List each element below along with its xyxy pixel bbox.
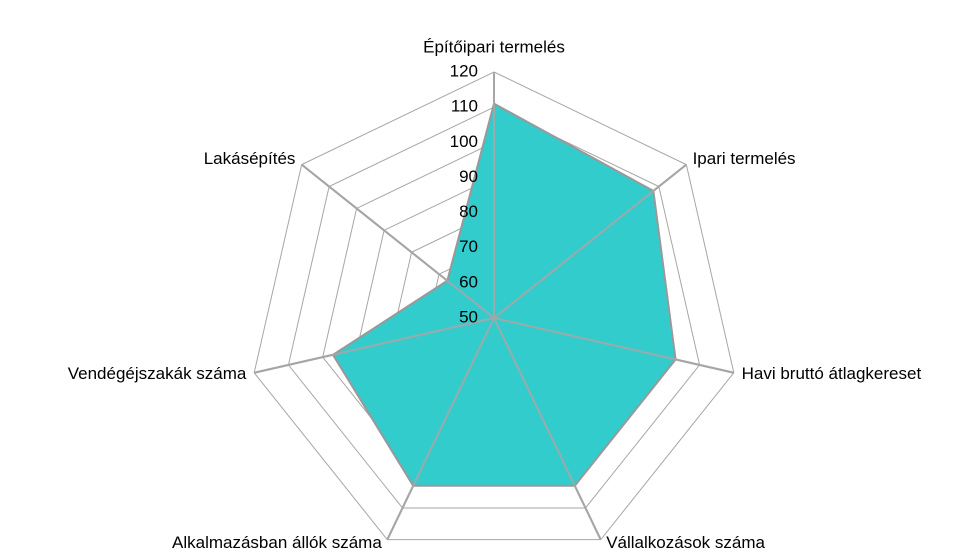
grid-ring [287,106,701,509]
y-tick-label: 110 [451,97,478,116]
category-label: Ipari termelés [693,149,796,168]
y-tick-label: 120 [450,61,478,80]
axis-spoke [301,163,495,319]
y-tick-label: 70 [459,237,478,256]
y-tick-label: 80 [459,202,478,221]
y-tick-label: 90 [459,167,478,186]
axis-spoke [493,163,687,319]
category-label: Havi bruttó átlagkereset [742,364,922,383]
grid-ring [253,71,735,541]
category-label: Építőipari termelés [423,37,565,56]
category-label: Vállalkozások száma [606,533,765,552]
axis-spoke [493,317,602,541]
category-label: Lakásépítés [204,149,296,168]
category-label: Alkalmazásban állók száma [172,533,382,552]
data-area [331,102,677,487]
y-tick-label: 50 [459,307,478,326]
axis-spoke [253,317,495,374]
axis-spoke [386,317,495,541]
axis-spoke [493,317,735,374]
y-tick-label: 60 [459,272,478,291]
category-label: Vendégéjszakák száma [68,364,247,383]
y-tick-label: 100 [450,132,478,151]
